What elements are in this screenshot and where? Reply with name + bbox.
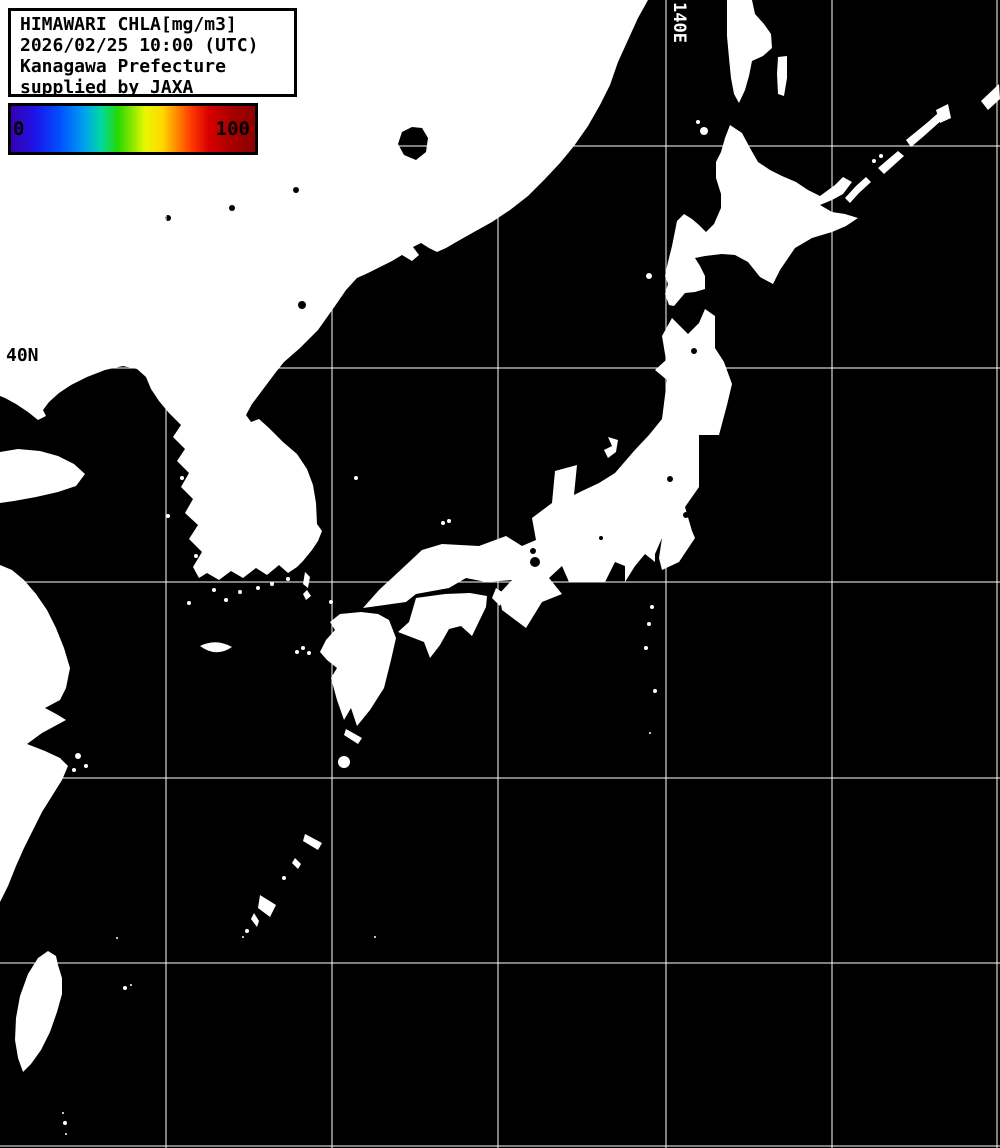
meridian-label-140e: 140E [669, 2, 689, 43]
region-label: Kanagawa Prefecture [20, 56, 226, 77]
colorbar-max-label: 100 [215, 117, 250, 140]
credit-label: supplied by JAXA [20, 77, 194, 98]
colorbar-min-label: 0 [13, 117, 25, 140]
parallel-label-40n: 40N [6, 345, 39, 366]
colorbar: 0 100 [8, 103, 258, 155]
title-box: HIMAWARI CHLA[mg/m3] 2026/02/25 10:00 (U… [8, 8, 297, 98]
timestamp: 2026/02/25 10:00 (UTC) [20, 35, 259, 56]
product-title: HIMAWARI CHLA[mg/m3] [20, 14, 237, 35]
